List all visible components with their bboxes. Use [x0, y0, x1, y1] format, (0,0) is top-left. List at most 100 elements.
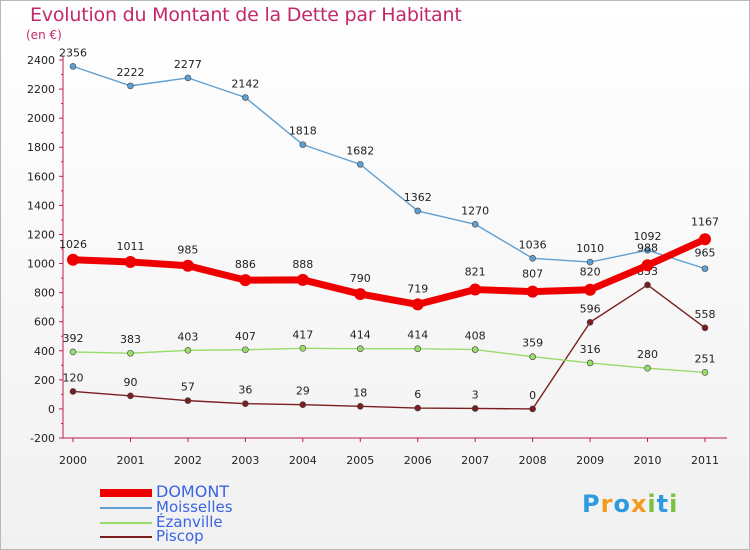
- data-label: 90: [123, 376, 137, 389]
- data-label: 1010: [576, 242, 604, 255]
- data-label: 280: [637, 348, 658, 361]
- data-label: 965: [695, 247, 716, 260]
- data-label: 3: [472, 388, 479, 401]
- data-label: 6: [414, 388, 421, 401]
- data-label: 2222: [116, 66, 144, 79]
- data-point: [529, 255, 536, 262]
- data-point: [586, 359, 594, 367]
- data-point: [356, 161, 364, 168]
- data-point: [584, 283, 597, 296]
- data-point: [242, 400, 249, 407]
- data-point: [414, 345, 422, 353]
- y-tick-label: 2200: [27, 83, 55, 96]
- data-point: [529, 405, 536, 413]
- data-point: [242, 346, 249, 354]
- data-label: 985: [177, 244, 198, 257]
- data-label: 1682: [346, 144, 374, 157]
- data-point: [239, 274, 252, 287]
- data-point: [644, 281, 651, 289]
- data-label: 821: [465, 266, 486, 279]
- data-point: [299, 141, 307, 148]
- data-label: 1092: [634, 230, 662, 243]
- data-point: [699, 233, 711, 246]
- data-point: [127, 392, 134, 400]
- data-point: [526, 285, 539, 298]
- legend-swatch: [100, 522, 152, 524]
- x-tick-label: 2010: [634, 454, 662, 467]
- logo-letter: r: [600, 490, 614, 518]
- legend-label: Moisselles: [156, 498, 233, 516]
- y-tick-label: 2400: [27, 54, 55, 67]
- data-label: 1270: [461, 204, 489, 217]
- logo-letter: i: [669, 490, 679, 518]
- legend-label: Ézanville: [156, 513, 223, 531]
- data-label: 988: [637, 241, 658, 254]
- x-tick-label: 2006: [404, 454, 432, 467]
- data-label: 403: [177, 330, 198, 343]
- series-line-ézanville: [72, 347, 706, 374]
- data-label: 407: [235, 330, 256, 343]
- y-tick-label: 1400: [27, 199, 55, 212]
- x-tick-label: 2009: [576, 454, 604, 467]
- data-label: 1036: [519, 238, 547, 251]
- data-label: 790: [350, 272, 371, 285]
- data-point: [242, 94, 249, 101]
- data-label: 408: [465, 330, 486, 343]
- data-point: [644, 246, 651, 254]
- data-point: [586, 318, 594, 326]
- data-label: 1362: [404, 191, 432, 204]
- y-tick-label: -200: [30, 432, 55, 445]
- data-point: [414, 207, 422, 215]
- logo-letter: x: [630, 490, 648, 518]
- series-line-domont: [69, 235, 709, 308]
- legend-label: Piscop: [156, 527, 204, 545]
- data-point: [67, 253, 79, 266]
- data-label: 888: [292, 258, 313, 271]
- x-tick-label: 2004: [289, 454, 317, 467]
- data-point: [124, 255, 137, 268]
- x-tick-label: 2005: [346, 454, 374, 467]
- data-label: 1167: [691, 215, 719, 228]
- data-point: [181, 259, 194, 272]
- data-label: 392: [63, 332, 84, 345]
- x-tick-label: 2001: [116, 454, 144, 467]
- x-tick-label: 2000: [59, 454, 87, 467]
- data-label: 596: [580, 302, 601, 315]
- data-point: [529, 353, 536, 361]
- legend-label: DOMONT: [156, 482, 230, 501]
- data-point: [586, 258, 594, 266]
- chart-title: Evolution du Montant de la Dette par Hab…: [30, 4, 462, 26]
- logo-letter: t: [656, 490, 670, 518]
- data-label: 383: [120, 333, 141, 346]
- x-tick-label: 2007: [461, 454, 489, 467]
- data-label: 57: [181, 381, 195, 394]
- logo-letter: P: [582, 490, 601, 518]
- data-point: [356, 345, 364, 353]
- logo-letter: o: [613, 490, 631, 518]
- data-point: [641, 259, 654, 272]
- data-label: 2356: [59, 46, 87, 59]
- data-point: [471, 346, 479, 353]
- data-point: [471, 220, 479, 228]
- data-point: [469, 283, 482, 296]
- chart-subtitle: (en €): [26, 28, 62, 42]
- data-point: [644, 364, 651, 372]
- data-point: [69, 63, 77, 70]
- data-point: [69, 388, 77, 395]
- data-point: [701, 324, 709, 332]
- data-point: [471, 405, 479, 412]
- data-label: 18: [353, 386, 367, 399]
- x-tick-label: 2002: [174, 454, 202, 467]
- data-label: 414: [407, 329, 428, 342]
- data-point: [354, 288, 367, 301]
- data-point: [299, 401, 307, 409]
- x-tick-label: 2003: [231, 454, 259, 467]
- series-line-moisselles: [72, 65, 706, 270]
- data-point: [127, 349, 134, 357]
- data-point: [127, 82, 134, 90]
- data-label: 2142: [231, 78, 259, 91]
- data-point: [184, 397, 192, 404]
- y-tick-label: 600: [34, 316, 55, 329]
- y-tick-label: 1000: [27, 258, 55, 271]
